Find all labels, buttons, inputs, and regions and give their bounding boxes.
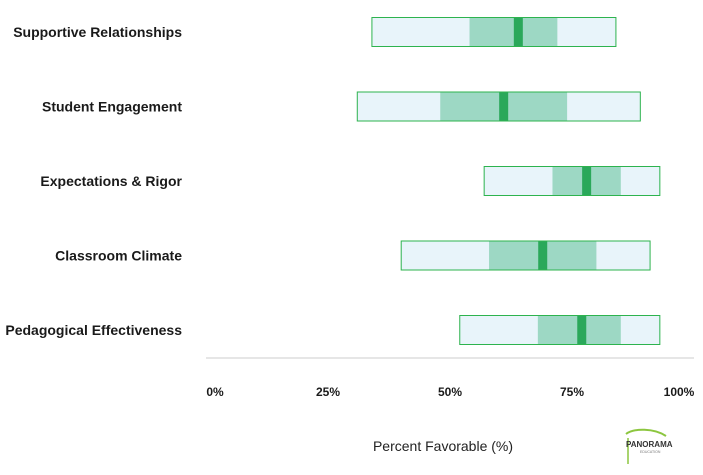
x-tick-label: 50% [438, 385, 462, 399]
range-bar [371, 17, 617, 47]
panorama-logo-text: PANORAMA [626, 440, 673, 449]
panorama-logo: PANORAMA EDUCATION [625, 428, 673, 464]
range-bar-median [513, 18, 523, 46]
x-tick-labels: 0% 25% 50% 75% 100% [206, 385, 694, 399]
x-tick-label: 25% [316, 385, 340, 399]
range-bars [356, 17, 661, 345]
range-bar-inner [469, 18, 558, 46]
category-label: Supportive Relationships [13, 24, 182, 40]
x-axis-title: Percent Favorable (%) [373, 438, 513, 454]
range-bar-median [582, 167, 592, 195]
range-bar-median [499, 92, 509, 121]
category-label: Pedagogical Effectiveness [5, 322, 182, 338]
category-label: Expectations & Rigor [40, 173, 182, 189]
range-bar [483, 166, 661, 196]
x-tick-label: 75% [560, 385, 584, 399]
panorama-logo-subtext: EDUCATION [640, 450, 661, 454]
range-bar [400, 240, 651, 271]
category-labels: Supportive Relationships Student Engageme… [5, 24, 182, 338]
range-bar-median [577, 316, 587, 344]
category-label: Student Engagement [42, 99, 182, 115]
range-bar [459, 315, 661, 345]
range-bar [356, 91, 641, 122]
range-bar-median [538, 241, 548, 270]
x-tick-label: 100% [664, 385, 695, 399]
panorama-logo-swoosh [625, 428, 667, 437]
x-tick-label: 0% [206, 385, 224, 399]
category-label: Classroom Climate [55, 248, 182, 264]
